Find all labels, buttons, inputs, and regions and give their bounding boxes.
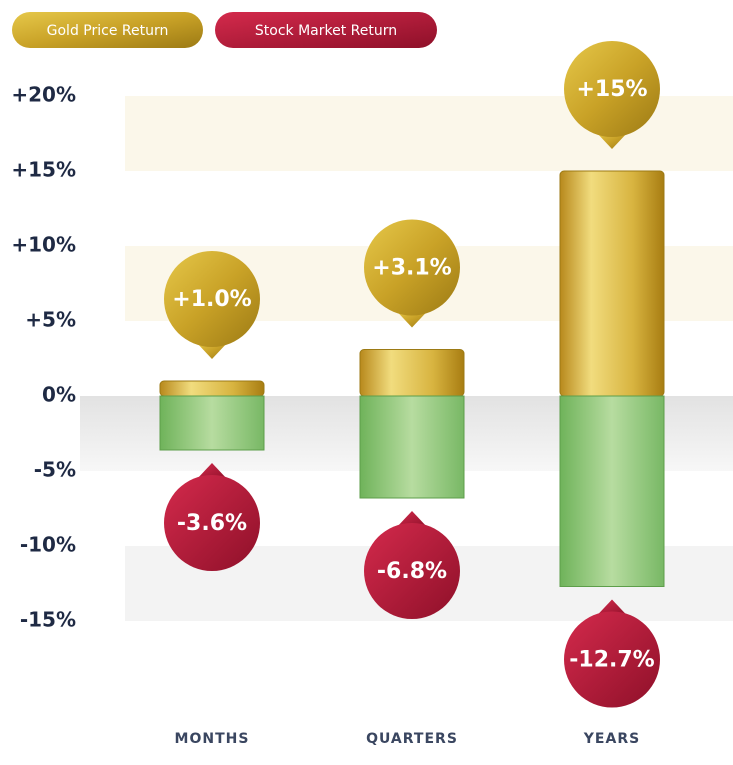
y-tick-label: -15% bbox=[20, 608, 76, 632]
y-tick-label: +5% bbox=[25, 308, 76, 332]
y-tick-label: +10% bbox=[11, 233, 76, 257]
legend: Gold Price Return Stock Market Return bbox=[12, 12, 437, 48]
money-bar bbox=[559, 395, 665, 587]
money-bar bbox=[159, 395, 265, 451]
legend-swatch bbox=[12, 12, 203, 48]
gold-bar bbox=[359, 349, 465, 397]
x-tick-label: MONTHS bbox=[175, 731, 250, 747]
gold-bar bbox=[559, 170, 665, 397]
value-bubble bbox=[164, 251, 260, 347]
gold-bar bbox=[159, 380, 265, 397]
data-label: -3.6% bbox=[177, 511, 247, 536]
x-tick-label: YEARS bbox=[583, 731, 640, 747]
legend-swatch bbox=[215, 12, 437, 48]
data-label: -6.8% bbox=[377, 559, 447, 584]
data-label: +15% bbox=[576, 77, 647, 102]
value-bubble bbox=[364, 219, 460, 316]
money-bar bbox=[359, 395, 465, 499]
y-tick-label: +15% bbox=[11, 158, 76, 182]
data-label: +1.0% bbox=[172, 287, 251, 312]
value-bubble bbox=[564, 611, 660, 708]
y-tick-label: +20% bbox=[11, 83, 76, 107]
value-bubble bbox=[164, 475, 260, 571]
x-tick-label: QUARTERS bbox=[366, 731, 458, 747]
legend-label: Stock Market Return bbox=[255, 23, 397, 39]
legend-label: Gold Price Return bbox=[47, 23, 169, 39]
data-label: +3.1% bbox=[372, 256, 451, 281]
y-tick-label: -10% bbox=[20, 533, 76, 557]
data-label: -12.7% bbox=[569, 648, 654, 673]
y-tick-label: -5% bbox=[34, 458, 76, 482]
value-bubble bbox=[364, 523, 460, 619]
value-bubble bbox=[564, 41, 660, 137]
y-tick-label: 0% bbox=[42, 383, 76, 407]
